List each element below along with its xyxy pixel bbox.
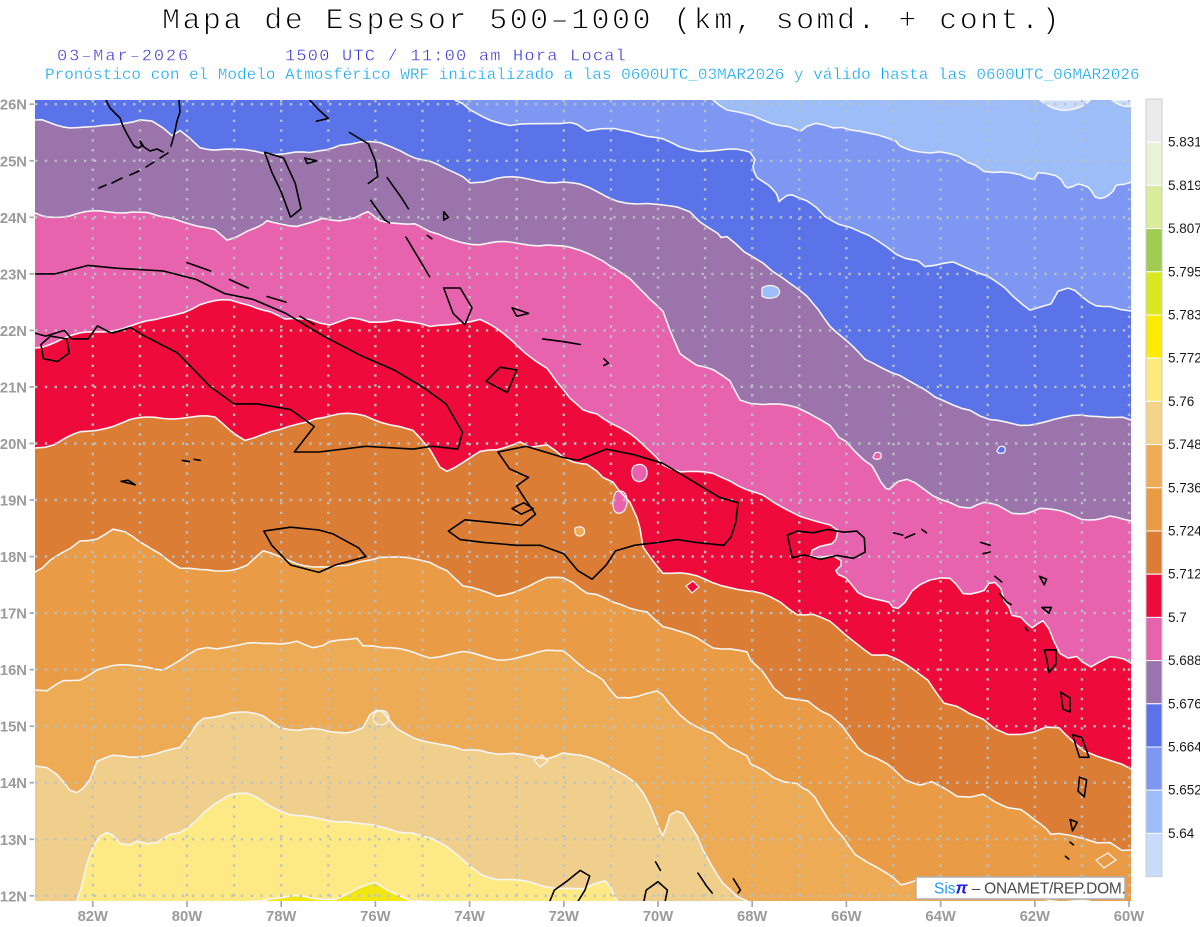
svg-text:5.795: 5.795	[1168, 264, 1200, 279]
svg-text:5.64: 5.64	[1168, 826, 1195, 841]
svg-text:78W: 78W	[266, 909, 296, 925]
svg-text:26N: 26N	[0, 98, 27, 114]
svg-text:5.676: 5.676	[1168, 696, 1200, 711]
svg-text:66W: 66W	[831, 909, 861, 925]
svg-text:19N: 19N	[0, 494, 27, 510]
svg-text:5.7: 5.7	[1168, 610, 1187, 625]
svg-text:62W: 62W	[1020, 909, 1050, 925]
svg-text:76W: 76W	[360, 909, 390, 925]
svg-text:18N: 18N	[0, 550, 27, 566]
svg-text:21N: 21N	[0, 380, 27, 396]
svg-text:80W: 80W	[172, 909, 202, 925]
svg-text:5.831: 5.831	[1168, 135, 1200, 150]
svg-text:5.652: 5.652	[1168, 783, 1200, 798]
svg-text:17N: 17N	[0, 607, 27, 623]
svg-text:12N: 12N	[0, 889, 27, 905]
svg-text:70W: 70W	[643, 909, 673, 925]
svg-text:74W: 74W	[454, 909, 484, 925]
svg-text:64W: 64W	[925, 909, 955, 925]
svg-text:5.724: 5.724	[1168, 524, 1200, 539]
svg-text:68W: 68W	[737, 909, 767, 925]
svg-text:22N: 22N	[0, 324, 27, 340]
svg-text:03–Mar–2026: 03–Mar–2026	[57, 48, 190, 67]
svg-text:5.807: 5.807	[1168, 221, 1200, 236]
svg-text:5.748: 5.748	[1168, 437, 1200, 452]
svg-text:5.819: 5.819	[1168, 178, 1200, 193]
svg-text:1500 UTC / 11:00 am Hora Local: 1500 UTC / 11:00 am Hora Local	[285, 48, 627, 67]
svg-text:72W: 72W	[549, 909, 579, 925]
svg-text:25N: 25N	[0, 154, 27, 170]
svg-text:16N: 16N	[0, 663, 27, 679]
svg-text:Pronóstico con el Modelo Atmos: Pronóstico con el Modelo Atmosférico WRF…	[45, 66, 1140, 84]
svg-text:24N: 24N	[0, 211, 27, 227]
svg-text:5.712: 5.712	[1168, 567, 1200, 582]
svg-text:60W: 60W	[1114, 909, 1144, 925]
svg-text:23N: 23N	[0, 267, 27, 283]
svg-text:5.688: 5.688	[1168, 653, 1200, 668]
svg-text:14N: 14N	[0, 776, 27, 792]
svg-text:82W: 82W	[78, 909, 108, 925]
svg-text:15N: 15N	[0, 720, 27, 736]
svg-text:20N: 20N	[0, 437, 27, 453]
svg-text:Sisπ – ONAMET/REP.DOM.: Sisπ – ONAMET/REP.DOM.	[934, 879, 1126, 898]
svg-text:5.664: 5.664	[1168, 740, 1200, 755]
svg-text:13N: 13N	[0, 833, 27, 849]
svg-text:5.783: 5.783	[1168, 308, 1200, 323]
svg-text:5.736: 5.736	[1168, 480, 1200, 495]
svg-text:5.76: 5.76	[1168, 394, 1194, 409]
svg-text:Mapa de Espesor 500–1000 (km,: Mapa de Espesor 500–1000 (km, somd. + co…	[162, 5, 1062, 39]
svg-text:5.772: 5.772	[1168, 351, 1200, 366]
